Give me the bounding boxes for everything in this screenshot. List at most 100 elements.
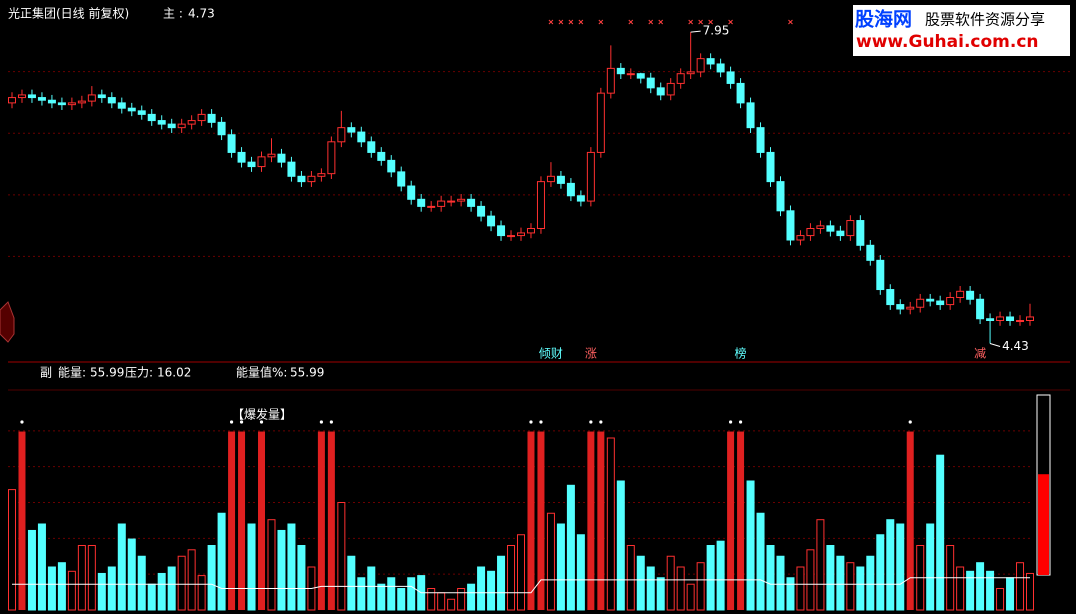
candle-body [916, 298, 925, 308]
volume-bar [467, 583, 476, 611]
cross-signal [688, 19, 694, 25]
candle-body [676, 73, 685, 84]
volume-bar [27, 529, 36, 611]
candle-body [776, 181, 785, 212]
cross-signal [788, 19, 793, 25]
candle-body [77, 100, 86, 104]
volume-bar [297, 545, 306, 611]
candle-body [766, 151, 775, 183]
volume-bar [666, 555, 675, 611]
volume-bar [926, 523, 935, 611]
candle-body [327, 141, 336, 175]
candle-body [487, 215, 496, 227]
candle-body [127, 107, 136, 112]
candle-body [756, 127, 765, 153]
energy-pct-value: 55.99 [290, 366, 324, 380]
volume-bar [367, 566, 376, 611]
candle-body [826, 225, 835, 232]
burst-bar [737, 431, 745, 610]
volume-bar [986, 570, 995, 611]
candle-body [696, 58, 705, 73]
candle-body [636, 73, 645, 79]
pressure-value: 16.02 [157, 366, 191, 380]
candle-body [57, 102, 66, 106]
pressure-label: 压力: [125, 366, 153, 380]
candle-body [517, 232, 525, 237]
burst-star [539, 420, 543, 424]
signal-text: 倾财 [539, 347, 563, 361]
candle-body [17, 94, 26, 99]
burst-bar [527, 431, 535, 610]
burst-star [589, 420, 593, 424]
volume-bar [157, 572, 166, 611]
candle-body [846, 220, 855, 237]
cross-signal [658, 19, 664, 25]
volume-bar [616, 480, 625, 611]
volume-bar [556, 523, 565, 611]
candle-body [576, 195, 585, 202]
candle-body [686, 71, 695, 75]
volume-bar [696, 562, 705, 611]
candle-body [896, 304, 905, 310]
volume-bar [57, 562, 66, 611]
volume-bar [47, 566, 56, 611]
volume-bar [716, 540, 725, 611]
volume-bar [856, 566, 865, 611]
volume-bar [87, 545, 96, 611]
candle-body [946, 297, 955, 306]
volume-bar [147, 583, 156, 611]
candle-body [257, 156, 266, 168]
candle-body [816, 225, 825, 230]
logo-url: www.Guhai.com.cn [856, 32, 1039, 52]
volume-bar [437, 592, 446, 611]
candle-body [397, 171, 406, 187]
candle-body [67, 102, 76, 106]
candle-body [856, 220, 865, 246]
candle-body [497, 225, 506, 237]
candle-body [177, 123, 186, 129]
candle-body [337, 127, 346, 143]
volume-bar [347, 555, 356, 611]
candle-body [1006, 316, 1015, 322]
candle-body [646, 77, 655, 89]
candle-body [237, 151, 246, 163]
candle-body [926, 298, 935, 302]
volume-bar [447, 598, 456, 611]
burst-star [239, 420, 244, 424]
burst-bar [597, 431, 605, 610]
volume-bar [97, 572, 106, 611]
main-label: 主 : [163, 7, 183, 21]
volume-bar [866, 555, 875, 611]
burst-bar [537, 431, 545, 610]
volume-bar [566, 484, 575, 611]
volume-bar [626, 545, 635, 611]
volume-bar [397, 588, 406, 611]
candle-body [786, 210, 795, 241]
candle-body [417, 198, 426, 207]
burst-bar [317, 431, 325, 610]
burst-bar [906, 431, 914, 610]
candle-body [976, 298, 985, 320]
volume-bar [8, 489, 16, 611]
candle-body [437, 200, 446, 207]
volume-bar [77, 545, 86, 611]
candle-body [467, 198, 476, 207]
volume-bar [656, 577, 665, 611]
candle-body [736, 82, 745, 104]
max-label: 7.95 [703, 24, 730, 38]
volume-bar [836, 555, 845, 611]
burst-bar [587, 431, 595, 610]
candle-body [906, 306, 915, 310]
signal-text: 涨 [585, 346, 597, 361]
candle-body [157, 120, 166, 125]
candle-body [526, 228, 535, 234]
volume-bar [177, 555, 186, 611]
candle-body [287, 161, 296, 177]
cross-signal [598, 19, 604, 25]
volume-bar [956, 566, 965, 611]
sub-label: 副 [40, 366, 52, 380]
volume-bar [1026, 572, 1034, 611]
volume-bar [207, 545, 216, 611]
energy-pct-label: 能量值%: [236, 365, 287, 380]
candle-body [357, 131, 366, 143]
